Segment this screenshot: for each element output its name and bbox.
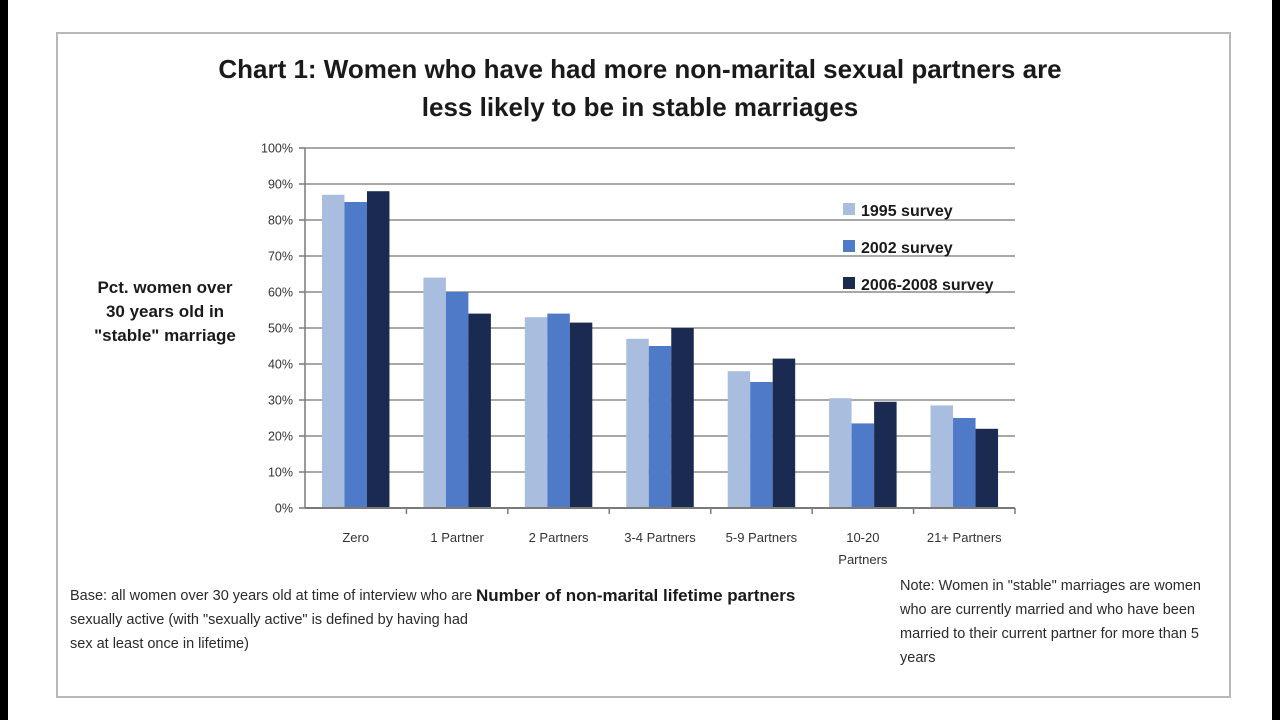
chart-title-line-2: less likely to be in stable marriages <box>421 92 859 122</box>
bar-2002-survey <box>851 423 875 508</box>
legend-label: 2002 survey <box>861 240 953 257</box>
y-tick-label: 100% <box>261 142 293 156</box>
legend-swatch <box>843 277 855 289</box>
bar-2002-survey <box>445 292 469 508</box>
y-axis-label-line-3: "stable" marriage <box>94 326 236 345</box>
y-tick-label: 0% <box>275 502 293 516</box>
y-tick-label: 20% <box>268 430 293 444</box>
legend-label: 2006-2008 survey <box>861 277 994 294</box>
legend-swatch <box>843 203 855 215</box>
x-axis-label: Number of non-marital lifetime partners <box>476 586 796 605</box>
x-tick-label: Zero <box>342 530 369 545</box>
y-tick-label: 60% <box>268 286 293 300</box>
bar-1995-survey <box>524 317 548 508</box>
chart-title: Chart 1: Women who have had more non-mar… <box>140 50 1140 126</box>
base-footnote: Base: all women over 30 years old at tim… <box>70 588 473 652</box>
bar-2006-2008-survey <box>569 322 593 508</box>
bars <box>321 191 999 509</box>
bar-2006-2008-survey <box>772 358 796 508</box>
y-tick-label: 50% <box>268 322 293 336</box>
bar-1995-survey <box>727 371 751 508</box>
chart-title-line-1: Chart 1: Women who have had more non-mar… <box>218 54 1062 84</box>
y-tick-labels: 0% 10% 20% 30% 40% 50% 60% 70% 80% 90% 100% <box>261 142 293 516</box>
axes <box>299 147 1016 514</box>
x-tick-label: 3-4 Partners <box>624 530 696 545</box>
bar-1995-survey <box>930 405 954 508</box>
bar-1995-survey <box>423 277 446 508</box>
bar-2006-2008-survey <box>671 328 694 508</box>
x-tick-label: 2 Partners <box>529 530 589 545</box>
x-tick-label: Partners <box>838 552 888 567</box>
bar-2006-2008-survey <box>366 191 390 508</box>
legend: 1995 survey 2002 survey 2006-2008 survey <box>843 203 994 294</box>
y-tick-label: 30% <box>268 394 293 408</box>
bar-1995-survey <box>626 338 649 508</box>
bar-2006-2008-survey <box>468 313 491 508</box>
bar-2006-2008-survey <box>975 428 999 508</box>
x-tick-label: 10-20 <box>846 530 879 545</box>
bar-2002-survey <box>344 202 367 508</box>
y-axis-label: Pct. women over 30 years old in "stable"… <box>70 276 260 348</box>
x-tick-label: 21+ Partners <box>927 530 1002 545</box>
y-tick-label: 40% <box>268 358 293 372</box>
letterbox-left <box>0 0 8 720</box>
bar-2002-survey <box>953 418 976 508</box>
x-tick-labels: Zero 1 Partner 2 Partners 3-4 Partners 5-9 P… <box>342 530 1002 567</box>
y-axis-label-line-2: 30 years old in <box>105 302 225 321</box>
y-tick-label: 70% <box>268 250 293 264</box>
stable-marriage-note: Note: Women in "stable" marriages are wo… <box>900 578 1201 666</box>
bar-2002-survey <box>750 382 773 508</box>
bar-2002-survey <box>648 346 672 508</box>
legend-label: 1995 survey <box>861 203 953 220</box>
bar-2006-2008-survey <box>874 401 897 508</box>
y-tick-label: 10% <box>268 466 293 480</box>
x-tick-label: 1 Partner <box>430 530 484 545</box>
bar-1995-survey <box>829 398 852 508</box>
letterbox-right <box>1272 0 1280 720</box>
y-tick-label: 90% <box>268 178 293 192</box>
bar-1995-survey <box>321 194 345 509</box>
bar-2002-survey <box>547 313 570 508</box>
y-tick-label: 80% <box>268 214 293 228</box>
y-axis-label-line-1: Pct. women over <box>97 278 233 297</box>
x-tick-label: 5-9 Partners <box>726 530 798 545</box>
legend-swatch <box>843 240 855 252</box>
